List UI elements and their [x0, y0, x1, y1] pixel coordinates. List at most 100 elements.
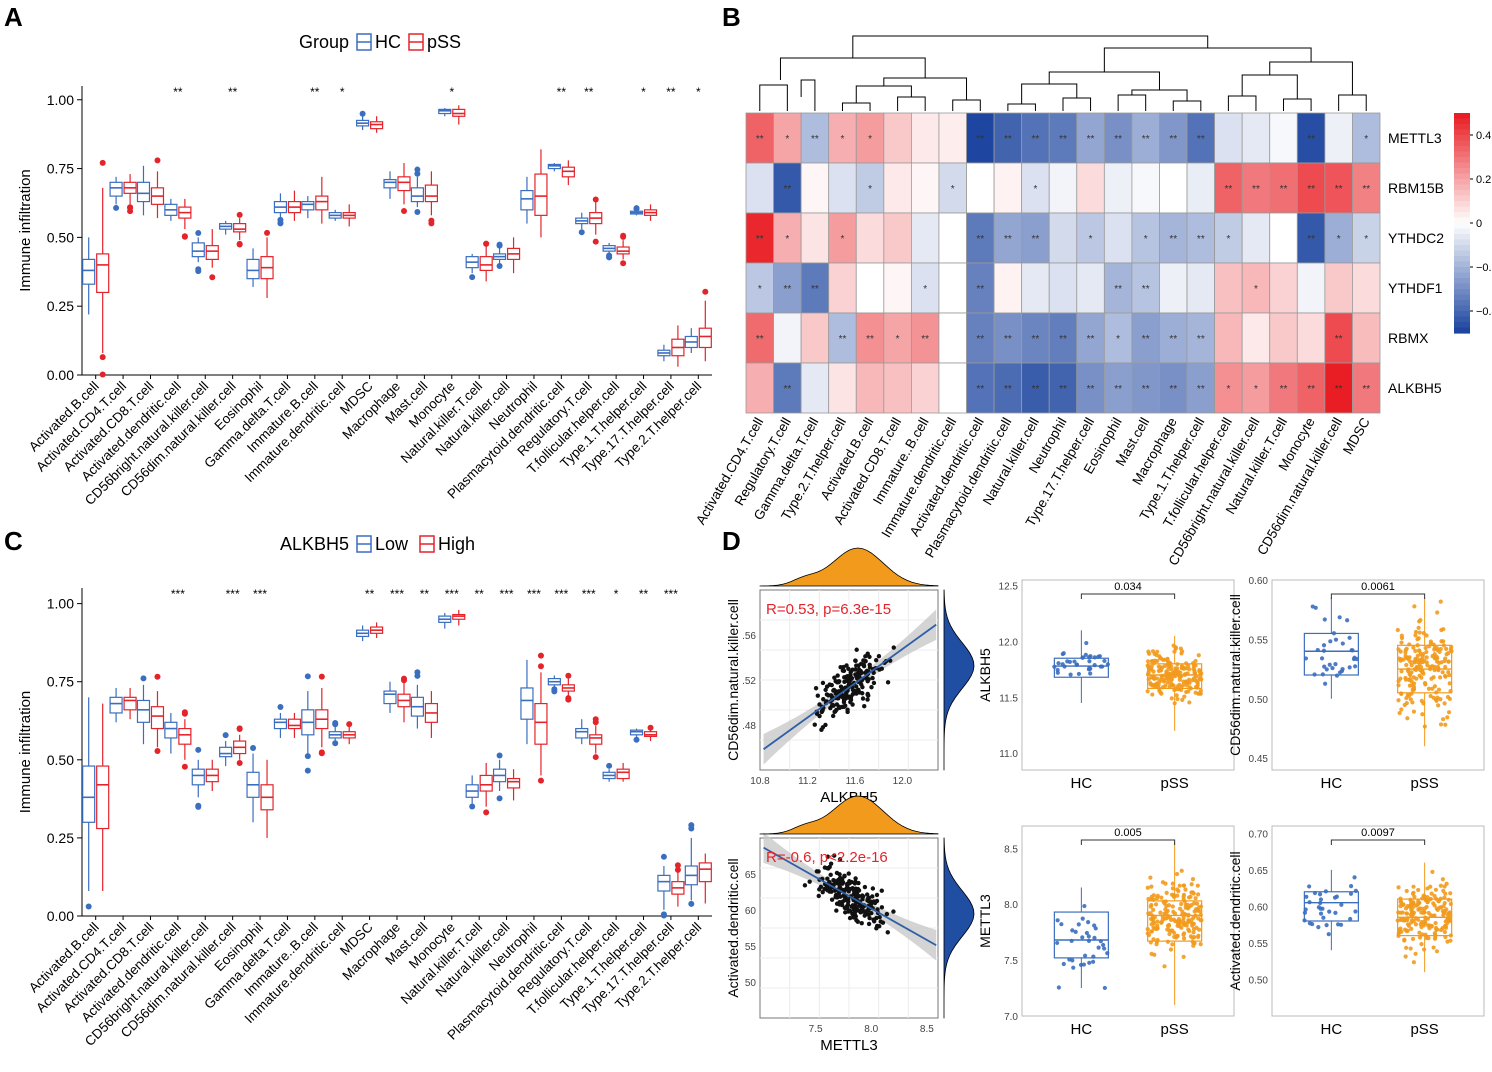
d5-point — [1082, 953, 1088, 958]
heatmap-star: ** — [839, 334, 847, 345]
d4-point — [1399, 707, 1404, 712]
d1-xtick-label: 11.6 — [846, 776, 865, 787]
d3-point — [1160, 657, 1166, 662]
d5-ytick-label: 8.0 — [1004, 900, 1018, 911]
d4-point — [1431, 675, 1436, 680]
d3-point — [1159, 674, 1164, 679]
heatmap-star: * — [896, 334, 900, 345]
d5-point — [1071, 965, 1076, 970]
d4-point — [1409, 679, 1414, 684]
d4-ytick-label: 0.50 — [1249, 695, 1269, 706]
d2-point — [879, 888, 884, 893]
colorbar-tick-label: 0 — [1476, 218, 1482, 230]
d5-point — [1181, 931, 1187, 936]
d5-point — [1179, 901, 1184, 907]
d4-point — [1337, 615, 1342, 620]
dendrogram-branch — [841, 102, 871, 111]
d6-point — [1353, 909, 1358, 914]
d5-point — [1160, 880, 1165, 885]
c-outlier — [236, 759, 243, 766]
d6-point — [1427, 923, 1432, 928]
d5-point — [1086, 920, 1091, 925]
d1-marginal-density-y — [943, 589, 975, 771]
heatmap-row-label: YTHDC2 — [1388, 230, 1444, 246]
d5-xtick-label: HC — [1071, 1021, 1093, 1038]
d2-point — [845, 882, 850, 887]
heatmap-star: * — [868, 184, 872, 195]
colorbar-segment — [1454, 300, 1470, 307]
d5-point — [1153, 902, 1159, 907]
d6-point — [1411, 890, 1416, 895]
heatmap-cell — [1076, 212, 1105, 264]
dendrogram-branch — [1172, 100, 1202, 111]
heatmap-cell — [1352, 112, 1381, 164]
heatmap-star: ** — [1197, 134, 1205, 145]
d6-point — [1403, 906, 1409, 911]
c-box — [534, 702, 548, 745]
d4-point — [1409, 663, 1414, 668]
d1-point — [860, 696, 866, 701]
heatmap-cell — [745, 362, 774, 414]
panel-d-correlation: R=0.53, p=6.3e-15 10.8 11.2 11.6 12.0 .48 .52.… — [725, 547, 1485, 1054]
d4-point — [1435, 695, 1440, 700]
d1-point — [841, 704, 847, 710]
d4-point — [1415, 636, 1420, 642]
heatmap-cell — [910, 212, 940, 264]
d1-point — [853, 684, 859, 689]
panel-label-b: B — [722, 2, 741, 32]
heatmap-star: ** — [1114, 384, 1122, 395]
d5-point — [1194, 925, 1199, 930]
colorbar-tick-label: 0.4 — [1476, 130, 1491, 142]
d6-point — [1304, 894, 1309, 899]
d1-point — [853, 672, 858, 677]
d1-point — [823, 687, 828, 693]
a-outlier — [264, 229, 271, 236]
heatmap-cell — [1131, 312, 1160, 364]
heatmap-cell — [910, 262, 940, 314]
d5-point — [1162, 964, 1167, 969]
d2-point — [844, 904, 849, 909]
d5-xtick-label: pSS — [1160, 1021, 1188, 1038]
d4-point — [1410, 700, 1415, 705]
a-box — [136, 181, 151, 203]
d1-ylabel: CD56dim.natural.killer.cell — [725, 599, 741, 761]
c-ylabel: Immune infiltration — [17, 691, 34, 814]
d6-point — [1448, 891, 1453, 896]
d1-point — [857, 674, 862, 679]
d5-point — [1082, 903, 1087, 909]
heatmap-cell — [966, 162, 995, 214]
heatmap-cell — [1296, 312, 1326, 364]
d3-point — [1180, 697, 1185, 702]
d5-point — [1154, 942, 1159, 947]
a-box — [534, 173, 548, 216]
d5-point — [1163, 916, 1168, 921]
heatmap-star: * — [1226, 234, 1230, 245]
c-box — [123, 696, 137, 711]
d5-point — [1194, 901, 1200, 906]
d4-point — [1347, 635, 1352, 640]
d5-point — [1191, 930, 1196, 935]
colorbar-segment — [1454, 212, 1470, 219]
d2-point — [874, 915, 879, 921]
d3-point — [1167, 684, 1172, 689]
d4-point — [1408, 697, 1413, 702]
d1-point — [820, 680, 826, 686]
heatmap-cell — [1214, 262, 1243, 314]
heatmap-star: ** — [1335, 384, 1343, 395]
d4-point — [1404, 695, 1409, 701]
d3-ytick-label: 11.0 — [999, 749, 1018, 760]
colorbar-segment — [1454, 261, 1470, 268]
heatmap-star: ** — [976, 234, 984, 245]
d5-point — [1183, 887, 1188, 892]
d6-point — [1398, 899, 1403, 904]
d5-point — [1159, 895, 1164, 900]
d5-point — [1192, 935, 1197, 940]
heatmap-star: ** — [1114, 134, 1122, 145]
panel-a-boxplot: 0.00 0.25 0.50 0.75 1.00 Immune infiltration G… — [17, 32, 712, 508]
d4-point — [1430, 664, 1435, 669]
heatmap-star: ** — [1032, 234, 1040, 245]
heatmap-star: ** — [1362, 184, 1370, 195]
d1-point — [844, 690, 849, 696]
d4-point — [1410, 687, 1415, 692]
d1-point — [815, 693, 821, 698]
